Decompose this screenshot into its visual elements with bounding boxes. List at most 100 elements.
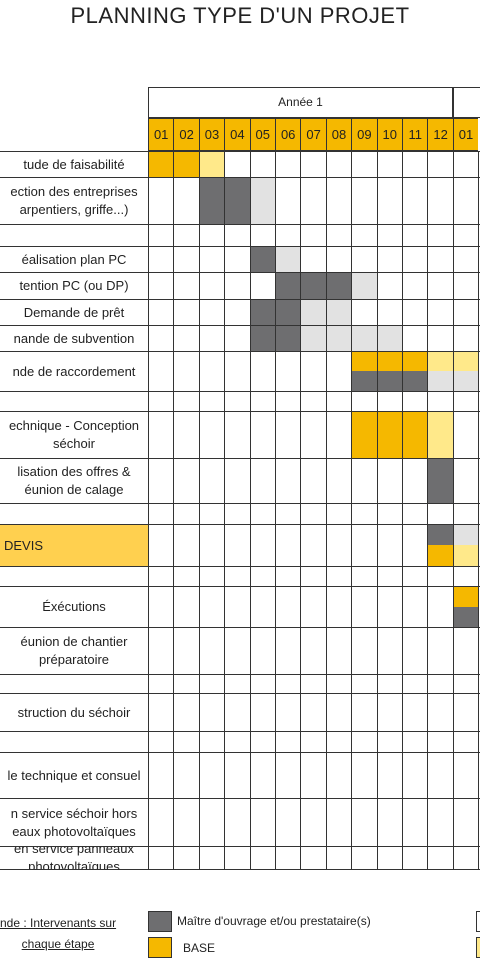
- schedule-cell: [249, 177, 275, 224]
- schedule-cell: [452, 586, 479, 607]
- row-label: éunion de chantier préparatoire: [0, 627, 148, 674]
- month-cell: 01: [452, 118, 479, 151]
- schedule-cell: [452, 524, 479, 545]
- schedule-cell: [376, 325, 402, 351]
- row-label: en service panneaux photovoltaïques: [0, 846, 148, 869]
- schedule-cell: [325, 325, 352, 351]
- schedule-cell: [300, 272, 326, 299]
- schedule-cell: [452, 545, 479, 566]
- schedule-cell: [198, 177, 225, 224]
- legend-extra-swatch-1: [476, 911, 480, 932]
- row-label: [0, 391, 148, 411]
- schedule-cell: [427, 371, 453, 391]
- schedule-cell: [452, 371, 479, 391]
- grid-vline: [148, 151, 149, 869]
- grid-hline: [0, 627, 480, 628]
- schedule-cell: [249, 246, 275, 272]
- schedule-cell: [376, 371, 402, 391]
- schedule-cell: [351, 325, 377, 351]
- legend-title-text: nde : Intervenants sur chaque étape: [0, 916, 117, 951]
- row-label: [0, 731, 148, 752]
- month-cell: 11: [402, 118, 428, 151]
- schedule-cell: [148, 151, 174, 177]
- month-cell: 04: [224, 118, 250, 151]
- grid-hline: [0, 351, 480, 352]
- grid-hline: [0, 325, 480, 326]
- grid-vline: [325, 151, 327, 869]
- month-cell: 03: [198, 118, 225, 151]
- grid-hline: [0, 391, 480, 392]
- row-label: [0, 224, 148, 246]
- schedule-cell: [249, 299, 275, 325]
- grid-hline: [0, 246, 480, 247]
- month-cell: 12: [427, 118, 453, 151]
- grid-hline: [0, 586, 480, 587]
- legend-title: nde : Intervenants sur chaque étape: [0, 913, 116, 955]
- row-label: struction du séchoir: [0, 693, 148, 731]
- grid-vline: [224, 151, 226, 869]
- legend-owner-swatch: [148, 911, 172, 932]
- schedule-cell: [275, 272, 301, 299]
- row-label: [0, 503, 148, 524]
- legend-extra-swatch-2: [476, 937, 480, 958]
- schedule-cell: [427, 545, 453, 566]
- month-cell: 02: [173, 118, 199, 151]
- grid-vline: [173, 151, 175, 869]
- schedule-cell: [402, 371, 428, 391]
- row-label: lisation des offres & éunion de calage: [0, 458, 148, 503]
- schedule-cell: [452, 606, 479, 627]
- month-cell: 01: [148, 118, 174, 151]
- row-label: tude de faisabilité: [0, 151, 148, 177]
- month-cell: 09: [351, 118, 377, 151]
- grid-hline: [0, 151, 480, 152]
- schedule-cell: [325, 272, 352, 299]
- grid-vline: [376, 151, 378, 869]
- grid-hline: [0, 503, 480, 504]
- schedule-cell: [275, 299, 301, 325]
- grid-vline: [249, 151, 251, 869]
- schedule-cell: [376, 351, 402, 371]
- month-cell: 07: [300, 118, 326, 151]
- legend-base-label: BASE: [183, 941, 216, 955]
- row-label: DEVIS: [0, 524, 148, 566]
- schedule-cell: [427, 351, 453, 371]
- grid-hline: [0, 869, 480, 870]
- month-cell: 06: [275, 118, 301, 151]
- grid-vline: [275, 151, 276, 869]
- grid-hline: [0, 411, 480, 412]
- schedule-cell: [351, 411, 377, 458]
- schedule-cell: [427, 411, 453, 458]
- row-label: tention PC (ou DP): [0, 272, 148, 299]
- grid-hline: [0, 752, 480, 753]
- schedule-cell: [224, 177, 250, 224]
- schedule-cell: [325, 299, 352, 325]
- row-label: [0, 566, 148, 586]
- schedule-cell: [300, 299, 326, 325]
- grid-hline: [0, 224, 480, 225]
- schedule-cell: [376, 411, 402, 458]
- year-header-next: [453, 87, 480, 118]
- grid-vline: [198, 151, 200, 869]
- schedule-cell: [198, 151, 225, 177]
- grid-hline: [0, 566, 480, 567]
- row-label: éalisation plan PC: [0, 246, 148, 272]
- grid-vline: [351, 151, 353, 869]
- grid-hline: [0, 693, 480, 694]
- grid-vline: [427, 151, 429, 869]
- schedule-cell: [427, 524, 453, 545]
- month-cell: 05: [249, 118, 275, 151]
- schedule-cell: [275, 325, 301, 351]
- grid-hline: [0, 731, 480, 732]
- grid-hline: [0, 177, 480, 178]
- grid-vline: [300, 151, 302, 869]
- row-label: n service séchoir hors eaux photovoltaïq…: [0, 798, 148, 846]
- row-label: nde de raccordement: [0, 351, 148, 391]
- row-label: [0, 674, 148, 693]
- row-label: ection des entreprises arpentiers, griff…: [0, 177, 148, 224]
- row-label: Demande de prêt: [0, 299, 148, 325]
- grid-hline: [0, 798, 480, 799]
- row-label: le technique et consuel: [0, 752, 148, 798]
- legend-owner-label: Maître d'ouvrage et/ou prestataire(s): [177, 914, 371, 928]
- grid-hline: [0, 272, 480, 273]
- grid-vline: [452, 151, 454, 869]
